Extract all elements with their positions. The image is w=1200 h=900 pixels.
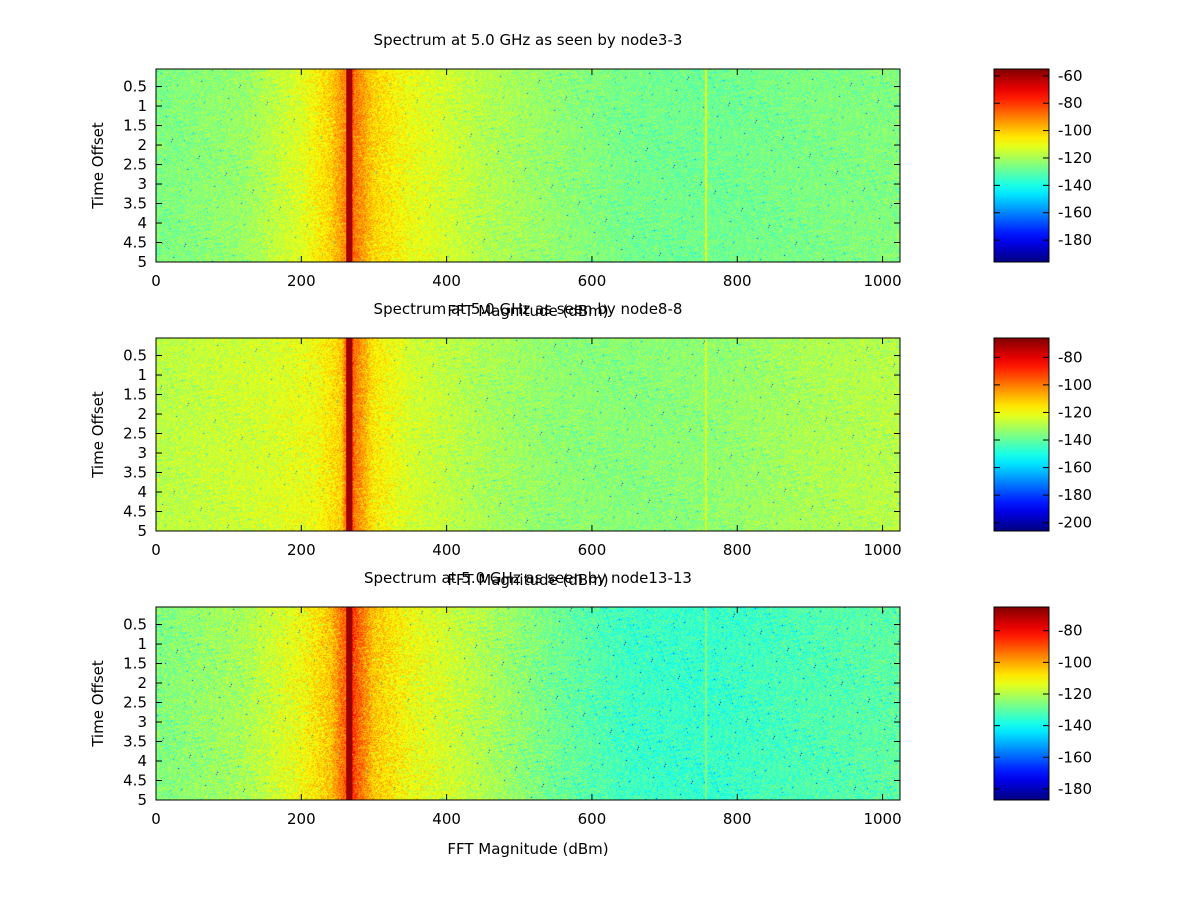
x-tick-label: 200 xyxy=(287,272,316,290)
y-tick-label: 2.5 xyxy=(123,156,147,174)
panel-1: Spectrum at 5.0 GHz as seen by node3-3 0 2… xyxy=(89,31,1092,320)
peak-band xyxy=(346,607,353,800)
y-tick-label: 4.5 xyxy=(123,234,147,252)
y-tick-label: 2 xyxy=(137,136,147,154)
y-tick-label: 3.5 xyxy=(123,733,147,751)
x-tick-label: 400 xyxy=(432,541,461,559)
y-tick-label: 0.5 xyxy=(123,347,147,365)
heatmap-image xyxy=(156,607,900,800)
chart-title: Spectrum at 5.0 GHz as seen by node13-13 xyxy=(364,569,692,587)
x-axis-label: FFT Magnitude (dBm) xyxy=(447,302,608,320)
y-tick-label: 2.5 xyxy=(123,694,147,712)
colorbar-tick-label: -160 xyxy=(1058,204,1092,222)
y-tick-label: 5 xyxy=(137,253,147,271)
y-tick-label: 4 xyxy=(137,752,147,770)
colorbar-tick-label: -120 xyxy=(1058,149,1092,167)
y-tick-label: 0.5 xyxy=(123,616,147,634)
panel-3: Spectrum at 5.0 GHz as seen by node13-13… xyxy=(89,569,1092,858)
spur-line xyxy=(705,607,708,800)
x-tick-label: 600 xyxy=(578,272,607,290)
x-tick-label: 600 xyxy=(578,810,607,828)
colorbar xyxy=(993,337,1050,532)
y-tick-label: 1 xyxy=(137,366,147,384)
y-tick-label: 2 xyxy=(137,674,147,692)
colorbar-tick-label: -80 xyxy=(1058,94,1083,112)
colorbar-tick-label: -200 xyxy=(1058,514,1092,532)
x-tick-label: 800 xyxy=(723,272,752,290)
colorbar-tick-label: -180 xyxy=(1058,780,1092,798)
peak-band xyxy=(346,69,353,262)
y-tick-label: 1.5 xyxy=(123,386,147,404)
x-tick-label: 800 xyxy=(723,810,752,828)
colorbar-tick-label: -120 xyxy=(1058,403,1092,421)
x-tick-label: 1000 xyxy=(863,272,901,290)
y-axis-label: Time Offset xyxy=(89,391,107,479)
colorbar-tick-label: -80 xyxy=(1058,348,1083,366)
colorbar xyxy=(993,68,1050,263)
heatmap-image xyxy=(156,69,900,262)
x-tick-label: 800 xyxy=(723,541,752,559)
y-tick-label: 3 xyxy=(137,713,147,731)
x-tick-label: 0 xyxy=(151,810,161,828)
colorbar-tick-label: -180 xyxy=(1058,486,1092,504)
y-tick-label: 0.5 xyxy=(123,78,147,96)
colorbar-tick-label: -100 xyxy=(1058,376,1092,394)
x-tick-label: 400 xyxy=(432,272,461,290)
heatmap-image xyxy=(156,338,900,531)
colorbar-tick-label: -180 xyxy=(1058,231,1092,249)
panel-2: Spectrum at 5.0 GHz as seen by node8-8 0 2… xyxy=(89,300,1092,589)
x-tick-label: 0 xyxy=(151,541,161,559)
y-tick-label: 5 xyxy=(137,791,147,809)
colorbar-tick-label: -100 xyxy=(1058,122,1092,140)
y-axis-label: Time Offset xyxy=(89,660,107,748)
y-tick-label: 1.5 xyxy=(123,117,147,135)
y-axis-label: Time Offset xyxy=(89,122,107,210)
x-tick-label: 600 xyxy=(578,541,607,559)
spur-line xyxy=(705,338,708,531)
y-tick-label: 3 xyxy=(137,444,147,462)
colorbar-tick-label: -140 xyxy=(1058,717,1092,735)
spur-line xyxy=(705,69,708,262)
x-axis-label: FFT Magnitude (dBm) xyxy=(447,571,608,589)
y-tick-label: 2.5 xyxy=(123,425,147,443)
colorbar-tick-label: -140 xyxy=(1058,431,1092,449)
y-tick-label: 1 xyxy=(137,97,147,115)
peak-band xyxy=(346,338,353,531)
chart-title: Spectrum at 5.0 GHz as seen by node8-8 xyxy=(374,300,683,318)
x-tick-label: 1000 xyxy=(863,541,901,559)
x-tick-label: 0 xyxy=(151,272,161,290)
x-tick-label: 200 xyxy=(287,541,316,559)
colorbar-tick-label: -60 xyxy=(1058,67,1083,85)
colorbar xyxy=(993,606,1050,801)
y-tick-label: 4.5 xyxy=(123,772,147,790)
x-tick-label: 200 xyxy=(287,810,316,828)
colorbar-tick-label: -80 xyxy=(1058,622,1083,640)
chart-title: Spectrum at 5.0 GHz as seen by node3-3 xyxy=(374,31,683,49)
colorbar-tick-label: -160 xyxy=(1058,459,1092,477)
x-axis-label: FFT Magnitude (dBm) xyxy=(447,840,608,858)
colorbar-tick-label: -160 xyxy=(1058,748,1092,766)
plot-frame xyxy=(155,337,901,532)
colorbar-tick-label: -140 xyxy=(1058,176,1092,194)
y-tick-label: 1 xyxy=(137,635,147,653)
heatmap-panels: Spectrum at 5.0 GHz as seen by node3-3 0 2… xyxy=(89,31,1092,858)
y-tick-label: 1.5 xyxy=(123,655,147,673)
y-tick-label: 4 xyxy=(137,214,147,232)
y-tick-label: 4 xyxy=(137,483,147,501)
y-tick-label: 4.5 xyxy=(123,503,147,521)
y-tick-label: 3 xyxy=(137,175,147,193)
x-tick-label: 400 xyxy=(432,810,461,828)
plot-frame xyxy=(155,606,901,801)
y-tick-label: 3.5 xyxy=(123,464,147,482)
colorbar-tick-label: -100 xyxy=(1058,653,1092,671)
colorbar-tick-label: -120 xyxy=(1058,685,1092,703)
y-tick-label: 5 xyxy=(137,522,147,540)
y-tick-label: 3.5 xyxy=(123,195,147,213)
x-tick-label: 1000 xyxy=(863,810,901,828)
plot-frame xyxy=(155,68,901,263)
y-tick-label: 2 xyxy=(137,405,147,423)
